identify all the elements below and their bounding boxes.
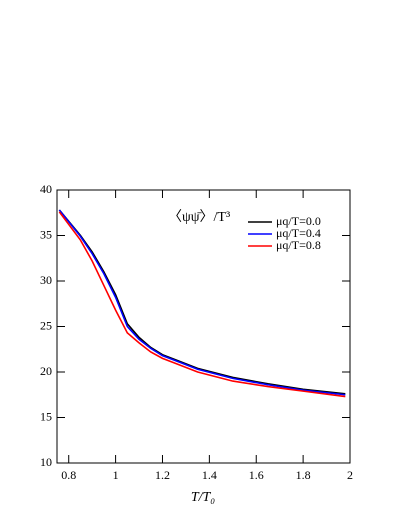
x-tick-label: 1.6: [249, 468, 264, 482]
series-line: [58, 211, 346, 398]
y-tick-label: 30: [40, 273, 52, 287]
legend-label: μq/T=0.4: [276, 226, 321, 240]
legend-label: μq/T=0.8: [276, 238, 321, 252]
legend-label: μq/T=0.0: [276, 214, 321, 228]
annotation: 〈ψψ̄〉/T³: [168, 209, 230, 225]
x-tick-label: 0.8: [61, 468, 76, 482]
series-line: [58, 209, 346, 396]
y-tick-label: 40: [40, 182, 52, 196]
y-tick-label: 20: [40, 364, 52, 378]
x-axis-label: T/T₀: [191, 490, 215, 505]
x-tick-label: 1: [113, 468, 119, 482]
x-tick-label: 1.8: [296, 468, 311, 482]
x-tick-label: 1.4: [202, 468, 217, 482]
x-tick-label: 1.2: [155, 468, 170, 482]
y-tick-label: 35: [40, 227, 52, 241]
x-tick-label: 2: [347, 468, 353, 482]
y-tick-label: 25: [40, 318, 52, 332]
y-tick-label: 15: [40, 409, 52, 423]
y-tick-label: 10: [40, 455, 52, 469]
